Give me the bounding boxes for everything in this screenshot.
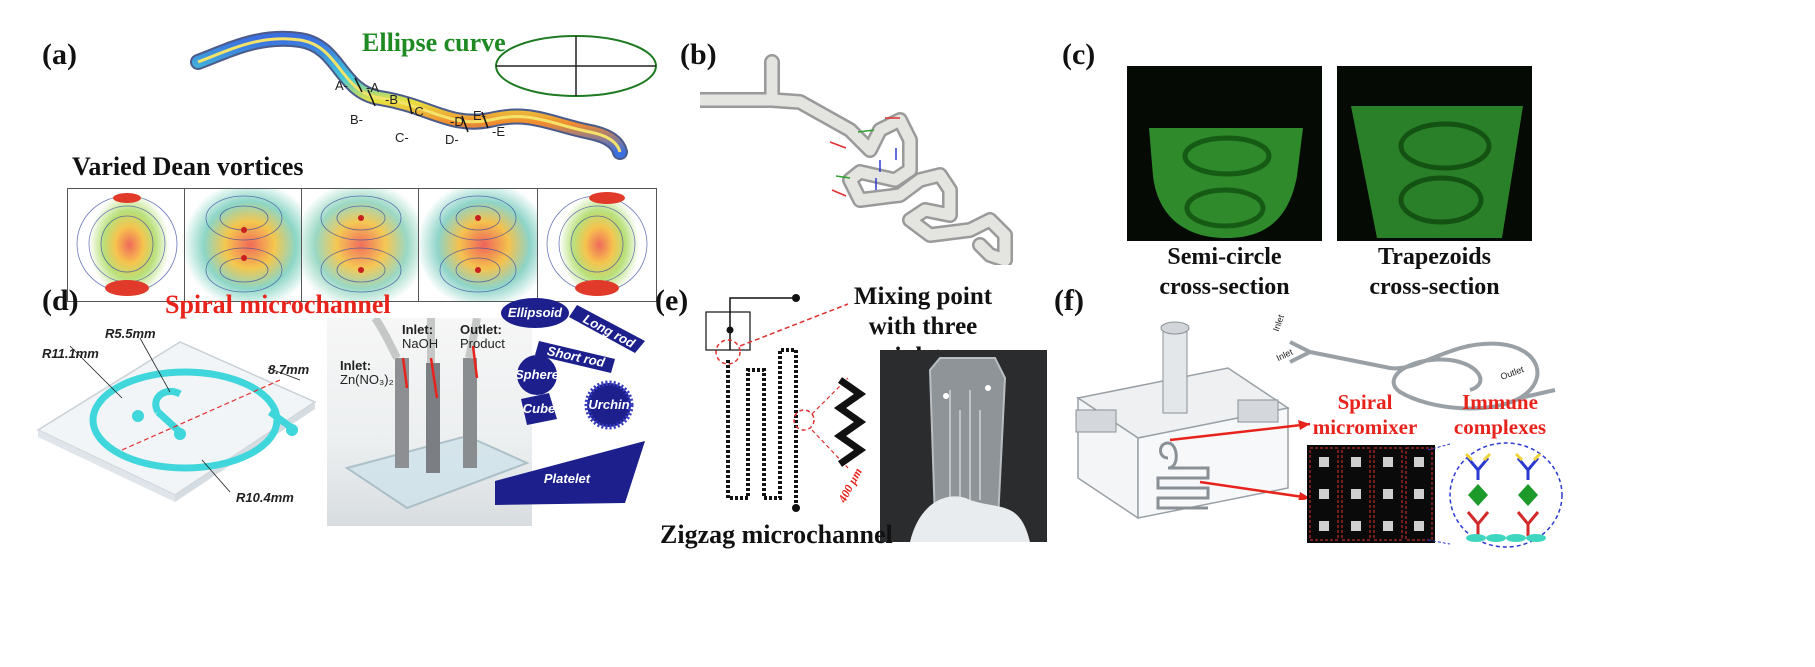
zigzag-channel-diagram xyxy=(705,294,867,512)
immune-complex-diagram xyxy=(1427,442,1563,548)
panel-label-b: (b) xyxy=(680,38,717,71)
vortex-streamlines xyxy=(76,192,648,296)
fluorescence-grid xyxy=(1307,445,1435,543)
section-mark: E- xyxy=(473,108,486,123)
panel-label-c: (c) xyxy=(1062,38,1096,71)
dean-vortices-title: Varied Dean vortices xyxy=(72,152,304,181)
ellipse-curve-title: Ellipse curve xyxy=(362,28,506,57)
ellipse-diagram xyxy=(495,35,657,97)
inlet1-label: Inlet: xyxy=(340,358,372,373)
vortex-section-3 xyxy=(301,188,421,302)
spiral-micromixer-label: Spiral micromixer xyxy=(1312,390,1418,439)
shape-label: Cube xyxy=(523,401,556,416)
section-mark: -A xyxy=(366,80,379,95)
semi-circle-caption: Semi-circle cross-section xyxy=(1159,244,1290,300)
zigzag-chip-photo xyxy=(880,350,1047,542)
trapezoid-image xyxy=(1337,66,1532,241)
section-mark: -C xyxy=(410,104,424,119)
inlet2-value: NaOH xyxy=(402,336,439,351)
ellipse-channel xyxy=(190,30,628,160)
shape-label: Sphere xyxy=(515,367,559,382)
immune-complexes-label: Immune complexes xyxy=(1453,390,1547,439)
particle-shapes: Ellipsoid Long rod Short rod Sphere Cube… xyxy=(495,298,645,505)
shape-label: Ellipsoid xyxy=(508,305,563,320)
section-mark: -B xyxy=(385,92,398,107)
panel-label-f: (f) xyxy=(1054,284,1084,317)
panel-label-d: (d) xyxy=(42,284,79,317)
panel-label-a: (a) xyxy=(42,38,77,71)
semi-circle-image xyxy=(1127,66,1322,241)
outlet-value: Product xyxy=(460,336,505,351)
shape-label: Long rod xyxy=(581,311,639,351)
dim-label: 8.7mm xyxy=(268,362,310,377)
zigzag-caption: Zigzag microchannel xyxy=(660,520,893,549)
red-arrows xyxy=(1169,420,1311,500)
vortex-section-4 xyxy=(418,188,538,302)
panel-label-e: (e) xyxy=(655,284,689,317)
section-mark: -E xyxy=(492,124,505,139)
inlet1-value: Zn(NO₃)₂ xyxy=(340,372,394,387)
serpentine-3d-channel xyxy=(700,54,1013,265)
section-mark: C- xyxy=(395,130,409,145)
spiral-chip-diagram xyxy=(36,337,317,502)
section-mark: -D xyxy=(450,114,464,129)
shape-label: Platelet xyxy=(544,471,591,486)
dim-label: R10.4mm xyxy=(236,490,294,505)
shape-label: Urchin xyxy=(588,397,629,412)
dim-label: R11.1mm xyxy=(42,346,99,361)
inlet2-label: Inlet: xyxy=(402,322,434,337)
outlet-label: Outlet: xyxy=(460,322,502,337)
flat-spiral-diagram xyxy=(1289,340,1556,411)
spiral-microchannel-title: Spiral microchannel xyxy=(165,290,391,319)
section-mark: D- xyxy=(445,132,459,147)
section-mark: B- xyxy=(350,112,363,127)
trapezoid-caption: Trapezoids cross-section xyxy=(1369,244,1500,300)
dim-label: R5.5mm xyxy=(105,326,156,341)
section-mark: A- xyxy=(335,78,348,93)
